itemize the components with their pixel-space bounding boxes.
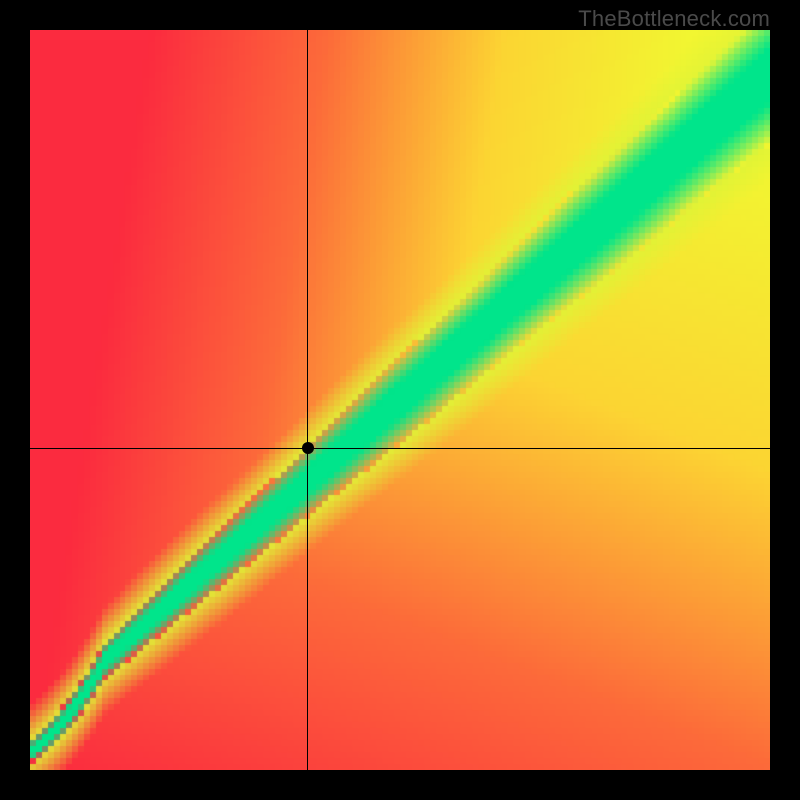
- chart-frame: TheBottleneck.com: [0, 0, 800, 800]
- crosshair-horizontal: [30, 448, 770, 449]
- bottleneck-heatmap: [30, 30, 770, 770]
- crosshair-marker: [302, 442, 314, 454]
- watermark-text: TheBottleneck.com: [578, 6, 770, 32]
- crosshair-vertical: [307, 30, 308, 770]
